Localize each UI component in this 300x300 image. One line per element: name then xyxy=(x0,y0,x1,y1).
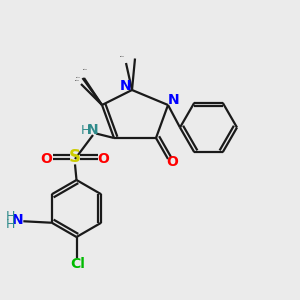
Text: Cl: Cl xyxy=(70,257,86,271)
Text: H: H xyxy=(6,218,15,231)
Text: H: H xyxy=(81,124,90,137)
Text: N: N xyxy=(120,79,132,92)
Text: methyl: methyl xyxy=(75,80,80,81)
Text: N: N xyxy=(87,124,99,137)
Text: O: O xyxy=(167,155,178,169)
Text: O: O xyxy=(98,152,110,166)
Text: H: H xyxy=(6,210,15,223)
Text: S: S xyxy=(69,148,81,166)
Text: methyl: methyl xyxy=(76,77,80,78)
Text: N: N xyxy=(168,94,180,107)
Text: N: N xyxy=(12,213,24,227)
Text: methyl: methyl xyxy=(82,69,87,70)
Text: methyl: methyl xyxy=(120,56,125,57)
Text: O: O xyxy=(40,152,52,166)
